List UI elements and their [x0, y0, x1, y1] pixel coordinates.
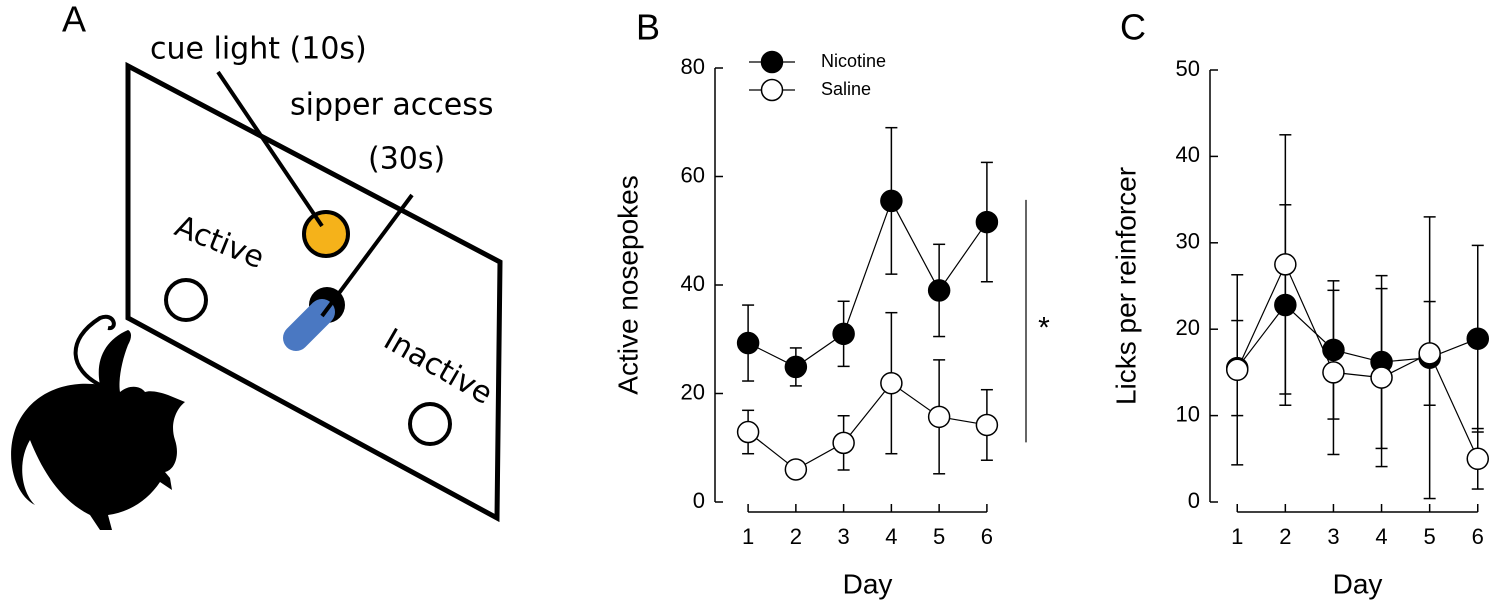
legend-label: Nicotine	[821, 51, 886, 71]
x-tick-label: 6	[1472, 524, 1484, 549]
x-tick-label: 1	[1231, 524, 1243, 549]
pointer	[320, 193, 414, 318]
panel-label: B	[636, 7, 660, 48]
marker	[927, 405, 951, 429]
marker	[784, 355, 808, 379]
marker	[736, 420, 760, 444]
x-tick-label: 5	[1424, 524, 1436, 549]
x-axis-label: Day	[1333, 568, 1383, 599]
y-tick-label: 10	[1176, 401, 1200, 426]
marker	[1322, 338, 1345, 362]
label: sipper access	[290, 88, 493, 123]
marker	[880, 371, 903, 395]
sipper	[283, 299, 335, 351]
y-axis-label: Licks per reinforcer	[1110, 167, 1141, 405]
legend-marker	[760, 78, 784, 102]
y-tick-label: 60	[681, 162, 705, 187]
x-tick-label: 2	[790, 524, 802, 549]
y-axis-label: Active nosepokes	[612, 175, 643, 394]
marker	[1274, 253, 1297, 276]
y-tick-label: 80	[681, 54, 705, 79]
x-tick-label: 3	[837, 524, 849, 549]
marker	[1370, 366, 1393, 389]
marker	[1225, 358, 1249, 382]
series-line	[1236, 304, 1478, 369]
x-tick-label: 6	[981, 524, 993, 549]
legend-marker	[760, 50, 784, 74]
marker	[927, 279, 951, 302]
y-tick-label: 20	[681, 379, 705, 404]
marker	[880, 189, 903, 213]
panel-a: A cue light (10s) sipper access (30s) Ac…	[11, 0, 503, 530]
label: Active	[170, 209, 269, 276]
rat	[11, 330, 186, 530]
y-tick-label: 50	[1176, 56, 1200, 81]
marker	[1274, 293, 1297, 317]
label: (30s)	[368, 142, 445, 177]
x-tick-label: 3	[1327, 524, 1339, 549]
y-tick-label: 20	[1176, 315, 1200, 340]
marker	[1322, 361, 1345, 384]
series-line	[747, 199, 988, 368]
y-tick-label: 40	[1176, 142, 1200, 167]
panel-label: A	[62, 0, 86, 40]
y-tick-label: 40	[681, 271, 705, 296]
pointer	[216, 70, 324, 228]
label: Inactive	[378, 322, 499, 412]
x-axis-label: Day	[843, 568, 893, 599]
active-hole	[164, 278, 208, 322]
rat-tail	[73, 314, 116, 387]
marker	[832, 431, 855, 455]
marker	[832, 322, 855, 346]
marker	[736, 331, 760, 355]
label: cue light (10s)	[150, 32, 367, 67]
marker	[1466, 327, 1490, 350]
y-tick-label: 0	[1188, 488, 1200, 513]
x-tick-label: 2	[1279, 524, 1291, 549]
annotation: *	[1038, 312, 1050, 345]
y-tick-label: 30	[1176, 229, 1200, 254]
marker	[1466, 447, 1490, 471]
series-line	[747, 382, 987, 471]
marker	[1418, 342, 1441, 365]
series-line	[1236, 262, 1479, 460]
x-tick-label: 5	[933, 524, 945, 549]
legend-label: Saline	[821, 79, 871, 99]
x-tick-label: 1	[742, 524, 754, 549]
wall	[125, 61, 503, 523]
x-tick-label: 4	[1375, 524, 1387, 549]
inactive-hole	[408, 402, 452, 446]
x-tick-label: 4	[885, 524, 897, 549]
marker	[975, 413, 999, 437]
cue-light	[302, 210, 350, 258]
marker	[784, 458, 808, 481]
y-tick-label: 0	[693, 488, 705, 513]
marker	[975, 210, 999, 234]
panel-label: C	[1120, 7, 1146, 48]
